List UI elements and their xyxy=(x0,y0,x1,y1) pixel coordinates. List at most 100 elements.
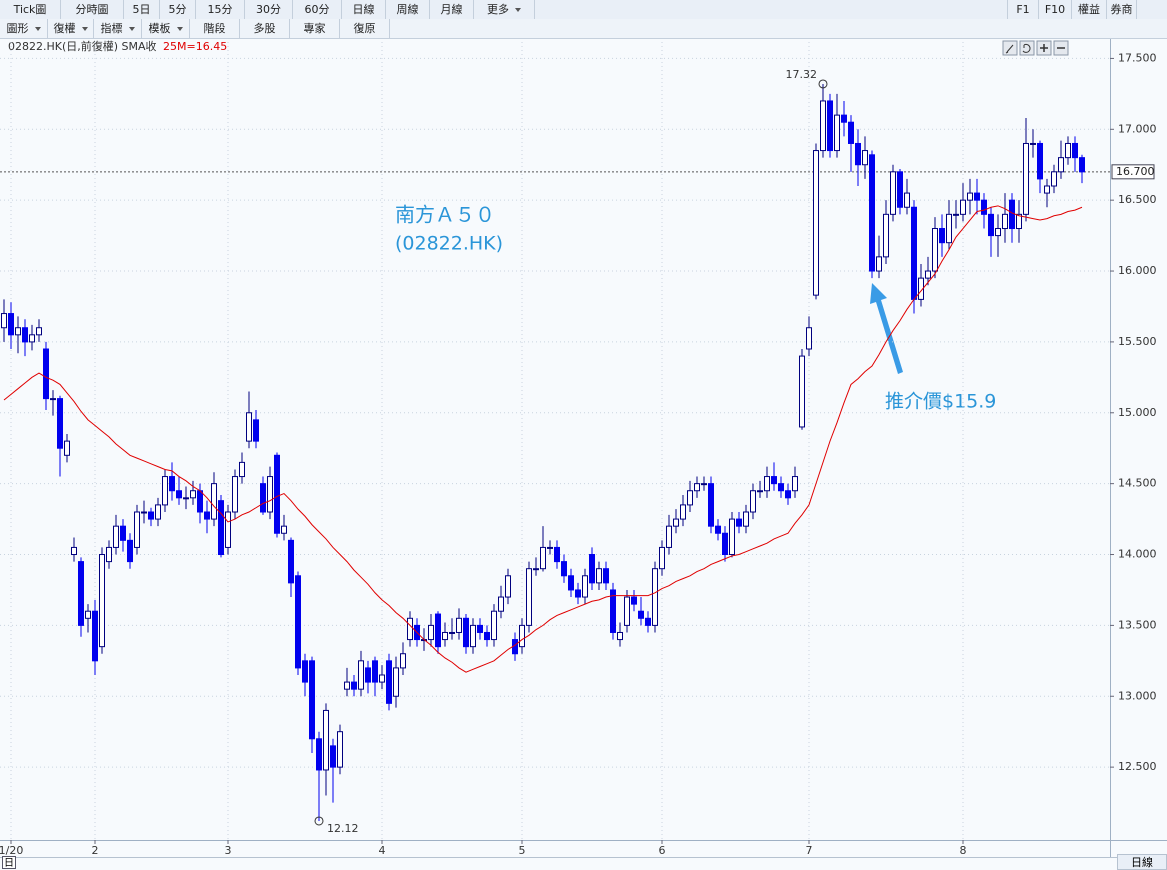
candle-body xyxy=(169,476,175,492)
candle-body xyxy=(435,613,441,648)
action-button[interactable]: 復原 xyxy=(340,19,390,38)
candle-body xyxy=(246,412,252,442)
candle-body xyxy=(1051,171,1057,187)
candle-body xyxy=(981,199,987,215)
candle-body xyxy=(841,114,847,123)
candle-body xyxy=(15,327,21,336)
candle-body xyxy=(393,667,399,697)
tool-button[interactable]: 圖形 xyxy=(0,19,48,38)
period-button[interactable]: 周線 xyxy=(386,0,430,19)
candle-body xyxy=(897,171,903,208)
candle-body xyxy=(365,667,371,683)
period-button[interactable]: 30分 xyxy=(245,0,293,19)
candle-body xyxy=(883,213,889,258)
candle-body xyxy=(22,327,28,343)
candle-body xyxy=(673,518,679,527)
x-tick-label: 2 xyxy=(92,844,99,857)
action-button[interactable]: 專家 xyxy=(290,19,340,38)
candle-body xyxy=(890,171,896,215)
candle-body xyxy=(1016,213,1022,230)
candle-body xyxy=(631,596,637,605)
candle-body xyxy=(64,440,70,456)
candle-body xyxy=(862,150,868,166)
candle-body xyxy=(29,334,35,343)
period-button[interactable]: 5日 xyxy=(124,0,160,19)
low-label: 12.12 xyxy=(327,822,359,835)
candle-body xyxy=(372,660,378,683)
chart-tools[interactable] xyxy=(1002,40,1069,56)
candle-body xyxy=(876,256,882,272)
candle-body xyxy=(50,398,56,401)
period-button[interactable]: 日線 xyxy=(1117,854,1167,870)
candle-body xyxy=(785,490,791,499)
candle-body xyxy=(1009,199,1015,230)
more-button[interactable]: 更多 xyxy=(474,0,535,19)
candle-body xyxy=(687,490,693,506)
y-tick-label: 16.500 xyxy=(1118,193,1157,206)
function-button[interactable]: 權益 xyxy=(1072,0,1107,19)
candle-body xyxy=(806,327,812,350)
candle-body xyxy=(127,539,133,563)
y-tick-label: 15.000 xyxy=(1118,406,1157,419)
candle-body xyxy=(778,483,784,492)
candle-body xyxy=(351,681,357,690)
x-tick-label: 6 xyxy=(659,844,666,857)
high-label: 17.32 xyxy=(786,68,818,81)
function-button[interactable]: F10 xyxy=(1039,0,1072,19)
period-button[interactable]: 15分 xyxy=(196,0,245,19)
candle-body xyxy=(183,497,189,500)
annotation: 南方Ａ５０ xyxy=(395,203,495,227)
candle-body xyxy=(1037,142,1043,180)
candle-body xyxy=(967,192,973,201)
y-tick-label: 14.500 xyxy=(1118,477,1157,490)
period-button[interactable]: 分時圖 xyxy=(61,0,124,19)
candle-body xyxy=(750,490,756,513)
period-button[interactable]: 60分 xyxy=(293,0,342,19)
candle-body xyxy=(260,483,266,513)
candle-body xyxy=(99,554,105,648)
candle-body xyxy=(904,192,910,208)
candle-body xyxy=(1030,142,1036,145)
tool-button[interactable]: 模板 xyxy=(142,19,190,38)
action-button[interactable]: 多股 xyxy=(240,19,290,38)
tool-button[interactable]: 指標 xyxy=(94,19,142,38)
candle-body xyxy=(624,596,630,626)
last-price-box xyxy=(1111,164,1155,180)
candle-body xyxy=(386,660,392,704)
period-button[interactable]: Tick圖 xyxy=(0,0,61,19)
candle-body xyxy=(442,631,448,641)
plot-bg xyxy=(0,38,1110,840)
candle-body xyxy=(820,100,826,152)
candle-body xyxy=(302,660,308,683)
period-toolbar: Tick圖 分時圖 5日 5分 15分 30分 60分 日線 周線 月線 更多 F1 F10 權益 券商 xyxy=(0,0,1167,20)
candle-body xyxy=(1044,185,1050,194)
candle-body xyxy=(547,546,553,549)
candle-body xyxy=(484,631,490,641)
candle-body xyxy=(652,568,658,626)
period-button[interactable]: 5分 xyxy=(160,0,196,19)
chart-title: 02822.HK(日,前復權) SMA收 xyxy=(8,39,157,53)
y-tick-label: 13.000 xyxy=(1118,689,1157,702)
candle-body xyxy=(771,476,777,485)
function-button[interactable]: F1 xyxy=(1008,0,1039,19)
action-button[interactable]: 階段 xyxy=(190,19,240,38)
candle-body xyxy=(708,483,714,527)
footer-icon[interactable]: 日 xyxy=(2,856,16,869)
candle-body xyxy=(218,500,224,556)
candle-body xyxy=(288,539,294,584)
candle-body xyxy=(680,504,686,520)
candle-body xyxy=(540,546,546,570)
candle-body xyxy=(610,589,616,633)
tool-button[interactable]: 復權 xyxy=(48,19,94,38)
candle-body xyxy=(1079,157,1085,173)
candle-body xyxy=(330,745,336,768)
period-button[interactable]: 日線 xyxy=(342,0,386,19)
candle-body xyxy=(918,277,924,300)
period-button[interactable]: 月線 xyxy=(430,0,474,19)
candle-body xyxy=(526,568,532,626)
candle-body xyxy=(666,525,672,548)
candle-body xyxy=(568,575,574,591)
candle-body xyxy=(232,476,238,513)
candle-body xyxy=(106,546,112,563)
function-button[interactable]: 券商 xyxy=(1107,0,1137,19)
